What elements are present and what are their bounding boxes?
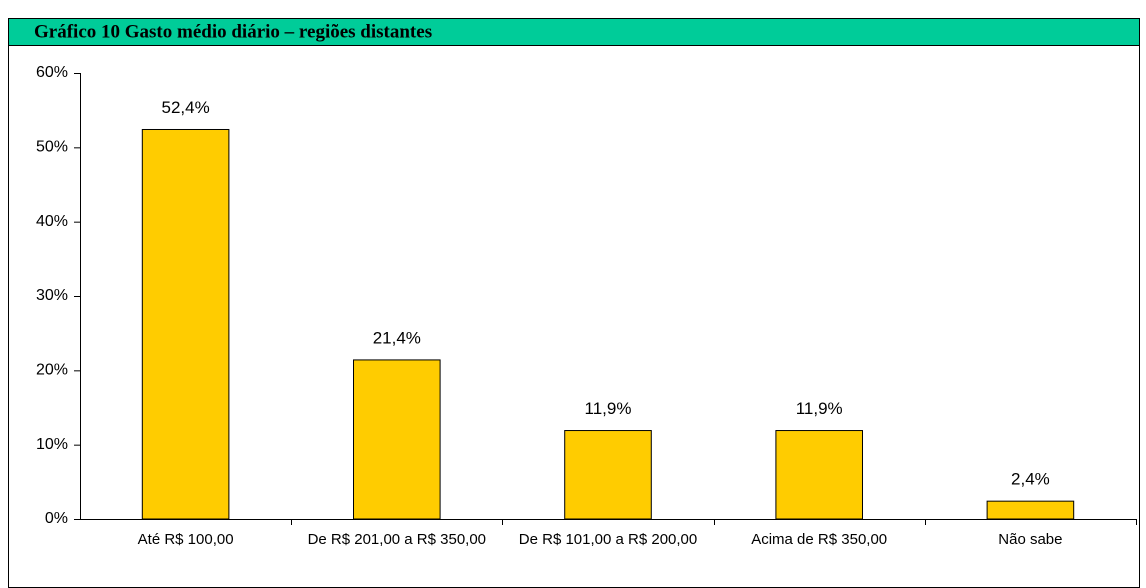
bar <box>353 359 441 520</box>
bar <box>775 430 863 520</box>
chart-title: Gráfico 10 Gasto médio diário – regiões … <box>34 21 432 42</box>
value-label: 2,4% <box>1011 470 1050 489</box>
title-bar <box>9 19 1139 45</box>
x-tick-label: Até R$ 100,00 <box>137 531 234 548</box>
x-tick-label: De R$ 101,00 a R$ 200,00 <box>518 531 698 548</box>
y-tick-label: 50% <box>36 139 68 156</box>
y-tick-label: 0% <box>45 510 68 527</box>
value-label: 52,4% <box>161 98 209 117</box>
x-tick-label: Acima de R$ 350,00 <box>751 531 888 548</box>
bar <box>564 430 652 520</box>
y-tick-label: 40% <box>36 213 68 230</box>
x-tick-label: Não sabe <box>998 531 1063 548</box>
y-tick-label: 10% <box>36 436 68 453</box>
value-label: 11,9% <box>796 399 843 418</box>
bar <box>141 128 230 520</box>
y-tick-label: 20% <box>36 362 68 379</box>
value-label: 21,4% <box>373 328 421 347</box>
y-tick-label: 60% <box>36 64 68 81</box>
y-tick-label: 30% <box>36 287 68 304</box>
x-tick-label: De R$ 201,00 a R$ 350,00 <box>307 531 487 548</box>
value-label: 11,9% <box>585 399 632 418</box>
bar <box>986 500 1075 520</box>
